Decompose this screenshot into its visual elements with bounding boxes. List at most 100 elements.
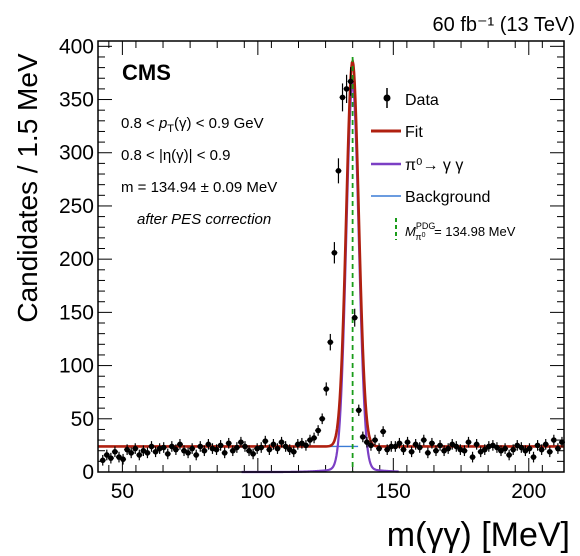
data-point [266, 444, 273, 455]
y-tick-label: 350 [59, 89, 94, 112]
point-marker [546, 448, 553, 455]
data-point [493, 442, 500, 453]
point-marker [433, 447, 439, 454]
data-point [185, 447, 192, 459]
data-point [172, 444, 179, 455]
data-point [339, 83, 346, 112]
annotations: 0.8 < pT(γ) < 0.9 GeV 0.8 < |η(γ)| < 0.9… [121, 115, 277, 228]
point-marker [555, 445, 561, 452]
point-marker [221, 450, 228, 456]
legend-label-fit: Fit [405, 124, 423, 141]
point-marker [132, 445, 139, 452]
data-point [128, 447, 135, 459]
data-point [164, 448, 171, 460]
data-point [176, 439, 183, 450]
point-marker [274, 445, 281, 452]
point-marker [518, 444, 525, 451]
data-point [160, 442, 167, 453]
data-point [274, 443, 281, 454]
y-tick-label: 250 [59, 195, 94, 218]
data-point [424, 447, 431, 459]
data-point [404, 436, 411, 448]
point-marker [364, 439, 370, 446]
data-point [372, 434, 379, 446]
data-point [453, 441, 460, 452]
point-marker [266, 446, 273, 453]
point-marker [270, 441, 277, 448]
point-marker [465, 439, 472, 446]
point-marker [104, 452, 110, 458]
data-points [99, 67, 565, 466]
point-marker [388, 443, 395, 450]
data-point [278, 436, 285, 448]
point-marker [551, 437, 557, 443]
point-marker [355, 407, 362, 414]
point-marker [372, 437, 378, 443]
experiment-label: CMS [122, 60, 171, 85]
data-point [465, 436, 472, 448]
point-marker [538, 446, 545, 453]
point-marker [542, 441, 549, 448]
point-marker [246, 447, 252, 454]
legend-item-data: Data [383, 88, 439, 109]
data-point [144, 447, 151, 459]
point-marker [282, 443, 289, 450]
point-marker [380, 428, 386, 435]
data-point [250, 448, 257, 460]
data-point [217, 440, 224, 451]
point-marker [530, 454, 537, 460]
point-marker [164, 451, 171, 457]
x-tick-label: 100 [240, 480, 275, 503]
point-marker [120, 456, 126, 463]
point-marker [250, 451, 256, 457]
y-tick-label: 400 [59, 35, 94, 58]
y-tick-label: 50 [71, 408, 94, 431]
point-marker [234, 444, 240, 451]
data-point [327, 333, 334, 351]
signal-curve [241, 80, 399, 474]
data-point [148, 441, 155, 452]
y-tick-label: 100 [59, 355, 94, 378]
data-point [111, 446, 118, 458]
data-point [554, 443, 561, 454]
point-marker [189, 445, 195, 452]
data-point [201, 445, 208, 457]
data-point [152, 446, 159, 458]
data-point [518, 442, 525, 453]
data-point [526, 443, 533, 454]
data-point [193, 449, 200, 461]
data-point [412, 439, 419, 450]
data-point [246, 445, 253, 457]
data-point [258, 442, 265, 453]
point-marker [412, 441, 419, 448]
point-marker [173, 446, 179, 453]
legend-label-pdg: MPDG π0 = 134.98 MeV [405, 221, 516, 242]
legend-item-signal: π⁰→ γ γ [371, 157, 463, 174]
data-point [282, 441, 289, 452]
data-point [376, 443, 383, 454]
point-marker [144, 450, 151, 456]
data-point [461, 445, 468, 457]
x-tick-label: 200 [511, 480, 546, 503]
y-tick-label: 300 [59, 142, 94, 165]
annotation-eta: 0.8 < |η(γ)| < 0.9 [121, 147, 231, 164]
data-point [237, 436, 244, 448]
point-marker [481, 446, 488, 453]
point-marker [408, 448, 415, 455]
data-point [124, 444, 131, 455]
data-point [229, 445, 236, 457]
point-marker [384, 446, 391, 453]
legend-label-signal: π⁰→ γ γ [405, 157, 463, 174]
point-marker [124, 446, 130, 453]
data-point [136, 449, 143, 461]
annotation-mass: m = 134.94 ± 0.09 MeV [121, 179, 277, 196]
point-marker [193, 452, 200, 458]
point-marker [148, 443, 155, 450]
point-marker [229, 447, 236, 454]
fit-curve [98, 57, 564, 448]
data-point [315, 425, 322, 436]
legend-item-fit: Fit [371, 124, 423, 141]
legend-item-pdg: MPDG π0 = 134.98 MeV [395, 218, 516, 242]
data-point [221, 447, 228, 459]
